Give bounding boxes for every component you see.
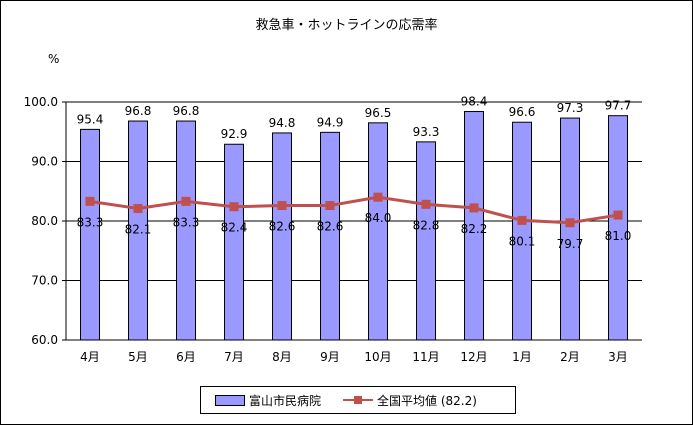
line-point	[229, 202, 239, 212]
line-data-label: 82.6	[317, 220, 344, 234]
chart-title: 救急車・ホットラインの応需率	[255, 18, 438, 33]
bar-data-label: 93.3	[413, 125, 440, 139]
line-point	[517, 215, 527, 225]
y-tick-label: 80.0	[31, 214, 58, 228]
line-point	[277, 201, 287, 211]
x-tick-label: 1月	[512, 350, 532, 364]
bar	[176, 120, 196, 341]
x-tick-label: 7月	[224, 350, 244, 364]
y-tick-label: 60.0	[31, 333, 58, 347]
bar	[464, 111, 484, 341]
bar	[560, 117, 580, 341]
line-data-label: 82.2	[461, 222, 488, 236]
line-data-label: 80.1	[509, 234, 536, 248]
line-data-label: 81.0	[605, 229, 632, 243]
line-data-label: 82.8	[413, 218, 440, 232]
y-tick-label: 70.0	[31, 274, 58, 288]
line-data-label: 82.6	[269, 220, 296, 234]
line-data-label: 82.4	[221, 221, 248, 235]
line-data-label: 79.7	[557, 237, 584, 251]
x-tick-label: 2月	[560, 350, 580, 364]
bar	[608, 115, 628, 341]
x-tick-label: 9月	[320, 350, 340, 364]
x-tick-label: 12月	[460, 350, 487, 364]
x-tick-label: 3月	[608, 350, 628, 364]
line-point	[85, 196, 95, 206]
x-tick-label: 11月	[412, 350, 439, 364]
y-tick-label: 100.0	[24, 95, 58, 109]
line-point	[613, 210, 623, 220]
line-point	[565, 218, 575, 228]
bar	[512, 121, 532, 341]
y-tick-label: 90.0	[31, 155, 58, 169]
legend-bar-swatch	[215, 394, 245, 406]
bar-data-label: 97.7	[605, 99, 632, 113]
average-line	[89, 195, 619, 225]
bar-data-label: 94.9	[317, 115, 344, 129]
bar-data-label: 96.6	[509, 105, 536, 119]
line-point	[133, 204, 143, 214]
bar	[80, 128, 100, 341]
line-point	[421, 199, 431, 209]
line-point	[325, 201, 335, 211]
bar-data-label: 95.4	[77, 112, 104, 126]
bar-data-label: 97.3	[557, 101, 584, 115]
line-data-label: 83.3	[77, 215, 104, 229]
bar-data-label: 98.4	[461, 95, 488, 109]
bar-data-label: 96.5	[365, 106, 392, 120]
x-tick-label: 8月	[272, 350, 292, 364]
x-tick-label: 6月	[176, 350, 196, 364]
bar	[272, 132, 292, 341]
legend-line-swatch	[343, 395, 374, 405]
bar	[368, 122, 388, 341]
x-tick-label: 10月	[364, 350, 391, 364]
legend: 富山市民病院 全国平均値 (82.2)	[200, 386, 516, 414]
bar	[416, 141, 436, 341]
bar	[224, 143, 244, 341]
legend-item-hospital: 富山市民病院	[215, 392, 321, 409]
legend-label-national: 全国平均値 (82.2)	[377, 393, 477, 408]
bar-data-label: 92.9	[221, 127, 248, 141]
bar-data-label: 94.8	[269, 116, 296, 130]
bar-data-label: 96.8	[125, 104, 152, 118]
line-data-label: 83.3	[173, 215, 200, 229]
legend-item-national: 全国平均値 (82.2)	[343, 392, 477, 409]
x-tick-label: 4月	[80, 350, 100, 364]
line-data-label: 82.1	[125, 223, 152, 237]
bar-data-label: 96.8	[173, 104, 200, 118]
x-tick-label: 5月	[128, 350, 148, 364]
y-axis-unit: %	[48, 52, 60, 66]
line-point	[373, 192, 383, 202]
line-point	[181, 196, 191, 206]
bar	[128, 120, 148, 341]
legend-label-hospital: 富山市民病院	[249, 393, 322, 408]
line-data-label: 84.0	[365, 211, 392, 225]
line-point	[469, 203, 479, 213]
bar	[320, 131, 340, 341]
